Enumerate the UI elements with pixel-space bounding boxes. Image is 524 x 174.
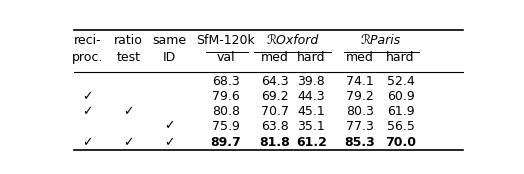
- Text: hard: hard: [386, 51, 415, 64]
- Text: 68.3: 68.3: [212, 75, 240, 88]
- Text: 81.8: 81.8: [259, 136, 290, 149]
- Text: 80.8: 80.8: [212, 105, 240, 118]
- Text: 79.2: 79.2: [346, 90, 374, 103]
- Text: ID: ID: [162, 51, 176, 64]
- Text: 80.3: 80.3: [346, 105, 374, 118]
- Text: ✓: ✓: [164, 120, 174, 133]
- Text: 70.7: 70.7: [260, 105, 289, 118]
- Text: ℛOxford: ℛOxford: [267, 34, 319, 47]
- Text: 69.2: 69.2: [261, 90, 288, 103]
- Text: 39.8: 39.8: [297, 75, 325, 88]
- Text: 35.1: 35.1: [297, 120, 325, 133]
- Text: 77.3: 77.3: [346, 120, 374, 133]
- Text: ✓: ✓: [123, 136, 134, 149]
- Text: 79.6: 79.6: [212, 90, 240, 103]
- Text: 89.7: 89.7: [211, 136, 241, 149]
- Text: 60.9: 60.9: [387, 90, 414, 103]
- Text: ✓: ✓: [83, 105, 93, 118]
- Text: ℛParis: ℛParis: [360, 34, 400, 47]
- Text: 61.2: 61.2: [296, 136, 326, 149]
- Text: 45.1: 45.1: [297, 105, 325, 118]
- Text: proc.: proc.: [72, 51, 104, 64]
- Text: 85.3: 85.3: [345, 136, 375, 149]
- Text: 63.8: 63.8: [261, 120, 289, 133]
- Text: 56.5: 56.5: [387, 120, 414, 133]
- Text: ✓: ✓: [83, 136, 93, 149]
- Text: SfM-120k: SfM-120k: [196, 34, 255, 47]
- Text: 44.3: 44.3: [298, 90, 325, 103]
- Text: ratio: ratio: [114, 34, 143, 47]
- Text: 74.1: 74.1: [346, 75, 374, 88]
- Text: 61.9: 61.9: [387, 105, 414, 118]
- Text: ✓: ✓: [123, 105, 134, 118]
- Text: val: val: [216, 51, 235, 64]
- Text: reci-: reci-: [74, 34, 102, 47]
- Text: same: same: [152, 34, 186, 47]
- Text: 52.4: 52.4: [387, 75, 414, 88]
- Text: ✓: ✓: [83, 90, 93, 103]
- Text: med: med: [261, 51, 289, 64]
- Text: test: test: [116, 51, 140, 64]
- Text: med: med: [346, 51, 374, 64]
- Text: 70.0: 70.0: [385, 136, 416, 149]
- Text: ✓: ✓: [164, 136, 174, 149]
- Text: 64.3: 64.3: [261, 75, 288, 88]
- Text: hard: hard: [297, 51, 325, 64]
- Text: 75.9: 75.9: [212, 120, 240, 133]
